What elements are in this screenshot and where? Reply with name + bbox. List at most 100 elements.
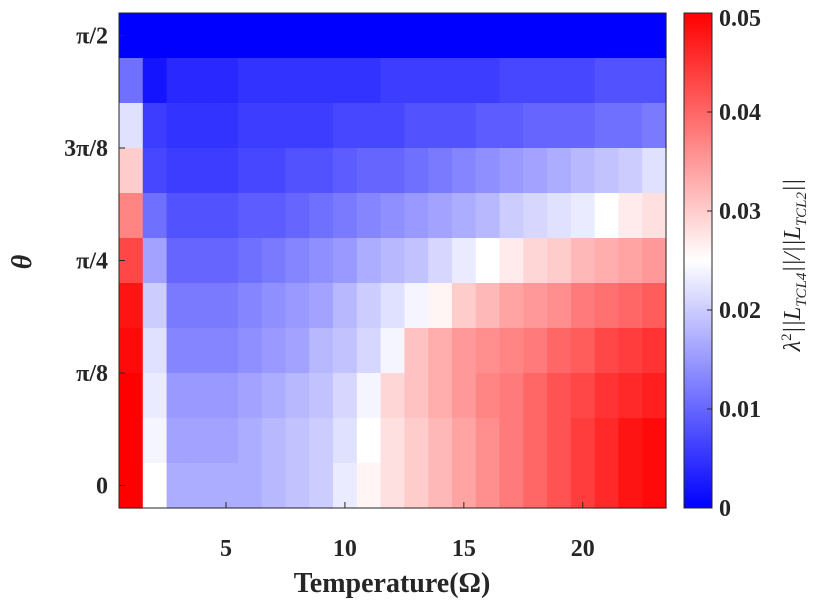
heatmap-cell (570, 148, 596, 194)
heatmap-cell (523, 328, 548, 374)
heatmap-cell (119, 373, 144, 419)
heatmap-cell (190, 193, 215, 239)
heatmap-cell (570, 13, 596, 59)
heatmap-cell (428, 328, 453, 374)
heatmap-cell (356, 283, 382, 329)
heatmap-cell (356, 328, 382, 374)
heatmap-cell (237, 328, 263, 374)
heatmap-cell (499, 418, 524, 464)
heatmap-cell (190, 328, 215, 374)
heatmap-cell (428, 463, 453, 509)
heatmap-cell (214, 283, 239, 329)
heatmap-cell (309, 58, 334, 104)
heatmap-cell (428, 13, 453, 59)
heatmap-cell (618, 13, 643, 59)
heatmap-cell (380, 193, 405, 239)
heatmap-cell (333, 283, 358, 329)
heatmap-cell (618, 463, 643, 509)
heatmap-cell (356, 463, 382, 509)
heatmap-cell (237, 103, 263, 149)
y-axis-ticks: 0 π/8 π/4 3π/8 π/2 (64, 24, 125, 500)
heatmap-cell (356, 58, 382, 104)
heatmap-cell (642, 328, 667, 374)
heatmap-cell (404, 283, 429, 329)
colorbar-tick-label: 0.04 (719, 100, 761, 126)
heatmap-cell (142, 13, 168, 59)
heatmap-cell (547, 13, 572, 59)
heatmap-cell (380, 58, 405, 104)
heatmap-cell (642, 283, 667, 329)
heatmap-cell (166, 238, 191, 284)
heatmap-cell (547, 463, 572, 509)
heatmap-cell (570, 373, 596, 419)
y-axis-title: θ (7, 254, 38, 269)
heatmap-cell (356, 13, 382, 59)
heatmap-cell (119, 328, 144, 374)
heatmap-cell (119, 148, 144, 194)
heatmap-cell (451, 238, 477, 284)
heatmap-cell (285, 238, 310, 284)
heatmap-cell (356, 238, 382, 284)
heatmap-cell (237, 418, 263, 464)
heatmap-cell (356, 193, 382, 239)
heatmap-cell (475, 193, 501, 239)
heatmap-cell (214, 328, 239, 374)
heatmap-cell (570, 238, 596, 284)
heatmap-cell (451, 13, 477, 59)
colorbar-label-num-sub: TCL4 (794, 272, 810, 307)
heatmap-cell (475, 283, 501, 329)
heatmap-cell (523, 373, 548, 419)
heatmap-cell (261, 58, 287, 104)
heatmap-cell (119, 193, 144, 239)
heatmap-cell (380, 373, 405, 419)
x-tick-label: 20 (571, 536, 595, 562)
heatmap-cell (333, 238, 358, 284)
heatmap-cell (309, 13, 334, 59)
heatmap-cell (451, 58, 477, 104)
heatmap-cell (237, 238, 263, 284)
heatmap-cell (428, 238, 453, 284)
y-tick-label: π/4 (76, 249, 108, 275)
heatmap-cell (523, 283, 548, 329)
heatmap-cell (166, 193, 191, 239)
heatmap-cell (119, 58, 144, 104)
heatmap-cell (380, 238, 405, 284)
heatmap-cell (333, 148, 358, 194)
heatmap-cell (428, 58, 453, 104)
heatmap-cell (594, 103, 620, 149)
heatmap-cell (237, 373, 263, 419)
heatmap-cell (618, 283, 643, 329)
heatmap-cell (428, 103, 453, 149)
heatmap-cell (309, 418, 334, 464)
colorbar-tick-label: 0.01 (719, 397, 761, 423)
heatmap-cell (404, 418, 429, 464)
heatmap-cell (475, 58, 501, 104)
heatmap-cell (214, 148, 239, 194)
heatmap-cell (166, 328, 191, 374)
heatmap-cell (309, 148, 334, 194)
heatmap-cell (285, 193, 310, 239)
heatmap-cell (618, 103, 643, 149)
heatmap-cell (309, 373, 334, 419)
heatmap-cell (475, 238, 501, 284)
heatmap-cells (119, 13, 667, 509)
heatmap-cell (451, 193, 477, 239)
heatmap-cell (142, 58, 168, 104)
heatmap-cell (214, 238, 239, 284)
heatmap-cell (142, 418, 168, 464)
heatmap-cell (570, 328, 596, 374)
heatmap-cell (142, 103, 168, 149)
heatmap-cell (475, 148, 501, 194)
heatmap-cell (166, 13, 191, 59)
heatmap-cell (190, 103, 215, 149)
heatmap-cell (404, 373, 429, 419)
heatmap-cell (285, 283, 310, 329)
heatmap-cell (428, 283, 453, 329)
heatmap-cell (618, 193, 643, 239)
heatmap-cell (547, 58, 572, 104)
heatmap-cell (166, 103, 191, 149)
colorbar-tick-label: 0.02 (719, 298, 761, 324)
colorbar-label-lambda: λ (780, 341, 806, 352)
heatmap-cell (428, 418, 453, 464)
